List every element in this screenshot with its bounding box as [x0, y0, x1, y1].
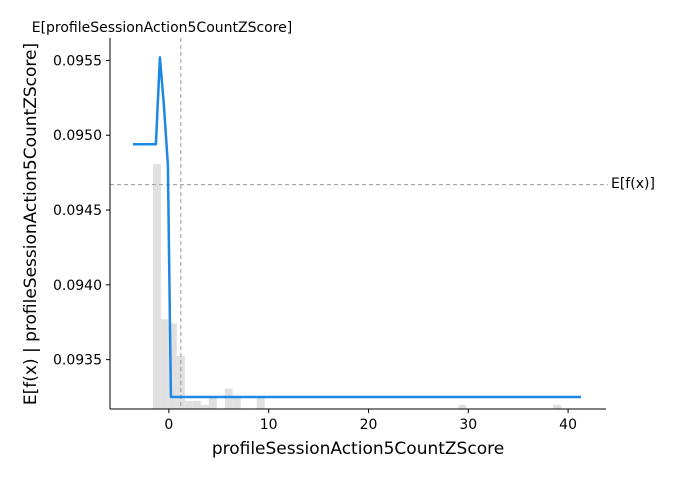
series-lines	[133, 56, 582, 399]
histogram-bars	[152, 164, 562, 409]
y-tick-label: 0.0940	[53, 278, 102, 294]
series-line	[133, 56, 582, 399]
x-tick-label: 40	[559, 417, 577, 433]
histogram-bar	[184, 400, 193, 409]
tick-labels: 0 10 20 30 40 0.0935 0.0940 0.0945 0.0950 0.0955	[53, 53, 577, 433]
histogram-bar	[168, 323, 177, 409]
x-axis-title: profileSessionAction5CountZScore	[212, 439, 504, 459]
histogram-bar	[152, 164, 161, 409]
histogram-bar	[160, 319, 169, 409]
x-tick-label: 0	[164, 417, 173, 433]
y-tick-label: 0.0950	[53, 128, 102, 144]
x-tick-label: 30	[459, 417, 477, 433]
histogram-bar	[553, 404, 562, 409]
y-tick-label: 0.0945	[53, 203, 102, 219]
histogram-bar	[232, 396, 241, 409]
y-tick-label: 0.0955	[53, 53, 102, 69]
histogram-bar	[458, 404, 467, 409]
histogram-bar	[256, 396, 265, 409]
x-tick-label: 20	[360, 417, 378, 433]
x-tick-label: 10	[260, 417, 278, 433]
histogram-bar	[200, 404, 209, 409]
axes	[109, 38, 606, 410]
histogram-bar	[224, 388, 233, 409]
y-tick-label: 0.0935	[53, 353, 102, 369]
expected-value-label: E[f(x)]	[611, 176, 655, 192]
y-axis-title: E[f(x) | profileSessionAction5CountZScor…	[21, 43, 41, 405]
histogram-bar	[192, 400, 201, 409]
histogram-bar	[208, 396, 217, 409]
reference-lines	[110, 38, 608, 409]
feature-mean-label: E[profileSessionAction5CountZScore]	[32, 20, 293, 36]
